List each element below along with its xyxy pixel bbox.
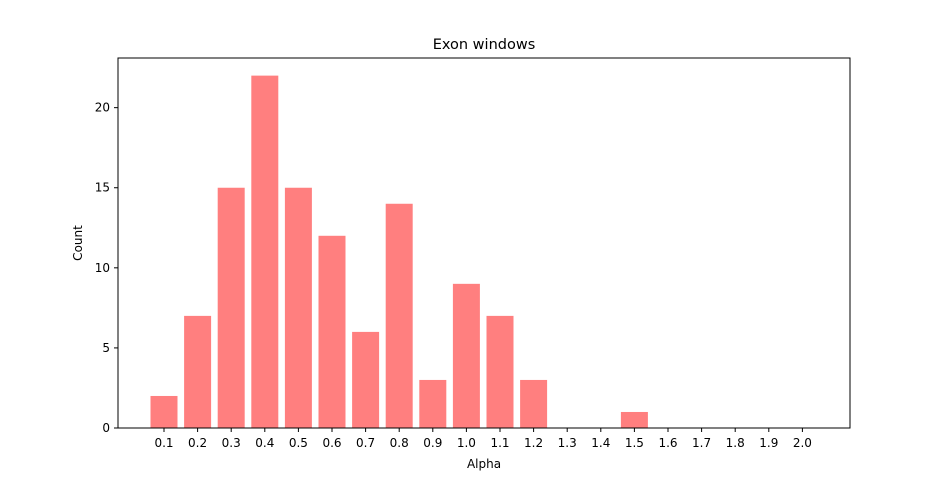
x-tick-label: 0.1 xyxy=(154,436,173,450)
y-tick-label: 0 xyxy=(102,421,110,435)
bar-0.5 xyxy=(284,187,312,428)
x-tick-label: 1.2 xyxy=(524,436,543,450)
chart-title: Exon windows xyxy=(433,37,536,53)
bar-0.9 xyxy=(419,379,447,428)
x-tick-label: 1.3 xyxy=(558,436,577,450)
x-tick-label: 0.7 xyxy=(356,436,375,450)
bar-0.8 xyxy=(385,203,413,428)
x-tick-label: 1.1 xyxy=(490,436,509,450)
x-axis-label: Alpha xyxy=(467,457,501,471)
x-tick-label: 1.5 xyxy=(625,436,644,450)
plot-area-frame xyxy=(117,57,851,429)
x-tick-label: 0.2 xyxy=(188,436,207,450)
bar-0.1 xyxy=(150,395,178,428)
x-tick-label: 0.4 xyxy=(255,436,274,450)
y-tick-label: 15 xyxy=(95,181,110,195)
x-tick-label: 0.5 xyxy=(289,436,308,450)
x-tick-label: 1.4 xyxy=(591,436,610,450)
x-tick-label: 0.3 xyxy=(222,436,241,450)
bar-1.1 xyxy=(486,315,514,428)
y-axis-label: Count xyxy=(71,225,85,261)
bar-1.2 xyxy=(520,379,548,428)
x-tick-label: 1.0 xyxy=(457,436,476,450)
y-tick-label: 10 xyxy=(95,261,110,275)
y-tick-label: 5 xyxy=(102,341,110,355)
bar-0.4 xyxy=(251,75,279,429)
bar-0.6 xyxy=(318,235,346,428)
bar-0.7 xyxy=(352,331,380,428)
x-tick-label: 0.9 xyxy=(423,436,442,450)
bars-group xyxy=(150,75,648,429)
x-tick-label: 0.6 xyxy=(322,436,341,450)
x-axis-ticks: 0.1 0.2 0.3 0.4 0.5 0.6 0.7 0.8 0.9 1.0 1.1 1.2 1.3 1… xyxy=(154,428,812,450)
x-tick-label: 2.0 xyxy=(793,436,812,450)
bar-0.2 xyxy=(184,315,212,428)
x-tick-label: 1.8 xyxy=(726,436,745,450)
x-tick-label: 1.6 xyxy=(658,436,677,450)
x-tick-label: 1.7 xyxy=(692,436,711,450)
bar-0.3 xyxy=(217,187,245,428)
x-tick-label: 1.9 xyxy=(759,436,778,450)
x-tick-label: 0.8 xyxy=(390,436,409,450)
y-axis-ticks: 0 5 10 15 20 xyxy=(95,101,118,435)
y-tick-label: 20 xyxy=(95,101,110,115)
bar-1.5 xyxy=(620,411,648,428)
bar-1.0 xyxy=(452,283,480,428)
